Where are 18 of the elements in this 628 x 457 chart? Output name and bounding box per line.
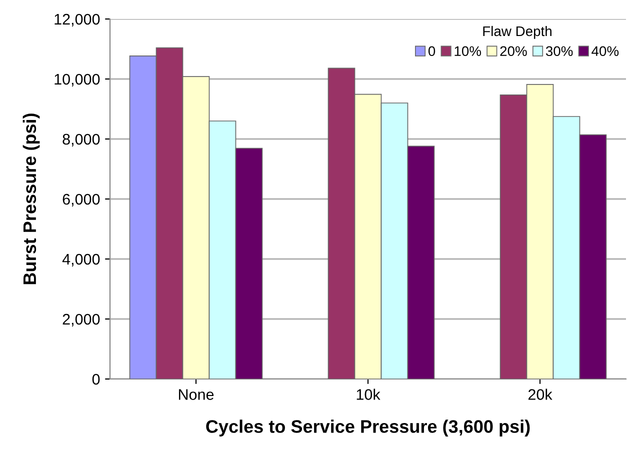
legend-label: 30% — [546, 46, 573, 56]
x-tick-label: None — [178, 389, 214, 400]
legend-label: 40% — [592, 46, 619, 56]
y-tick-label: 8,000 — [62, 134, 100, 146]
legend-label: 10% — [454, 46, 482, 56]
y-tick-label: 6,000 — [62, 194, 100, 206]
x-axis-title: Cycles to Service Pressure (3,600 psi) — [206, 420, 530, 436]
y-tick-label: 10,000 — [54, 74, 100, 86]
x-tick-label: 20k — [528, 388, 552, 400]
legend-label: 0 — [428, 46, 436, 56]
y-tick-label: 12,000 — [54, 14, 100, 26]
y-tick-label: 0 — [92, 374, 100, 385]
y-tick-label: 2,000 — [62, 314, 100, 326]
y-axis-title: Burst Pressure (psi) — [22, 114, 40, 284]
legend-title: Flaw Depth — [483, 26, 552, 39]
x-tick-label: 10k — [356, 388, 380, 400]
y-tick-label: 4,000 — [62, 254, 100, 266]
legend-label: 20% — [500, 46, 527, 56]
